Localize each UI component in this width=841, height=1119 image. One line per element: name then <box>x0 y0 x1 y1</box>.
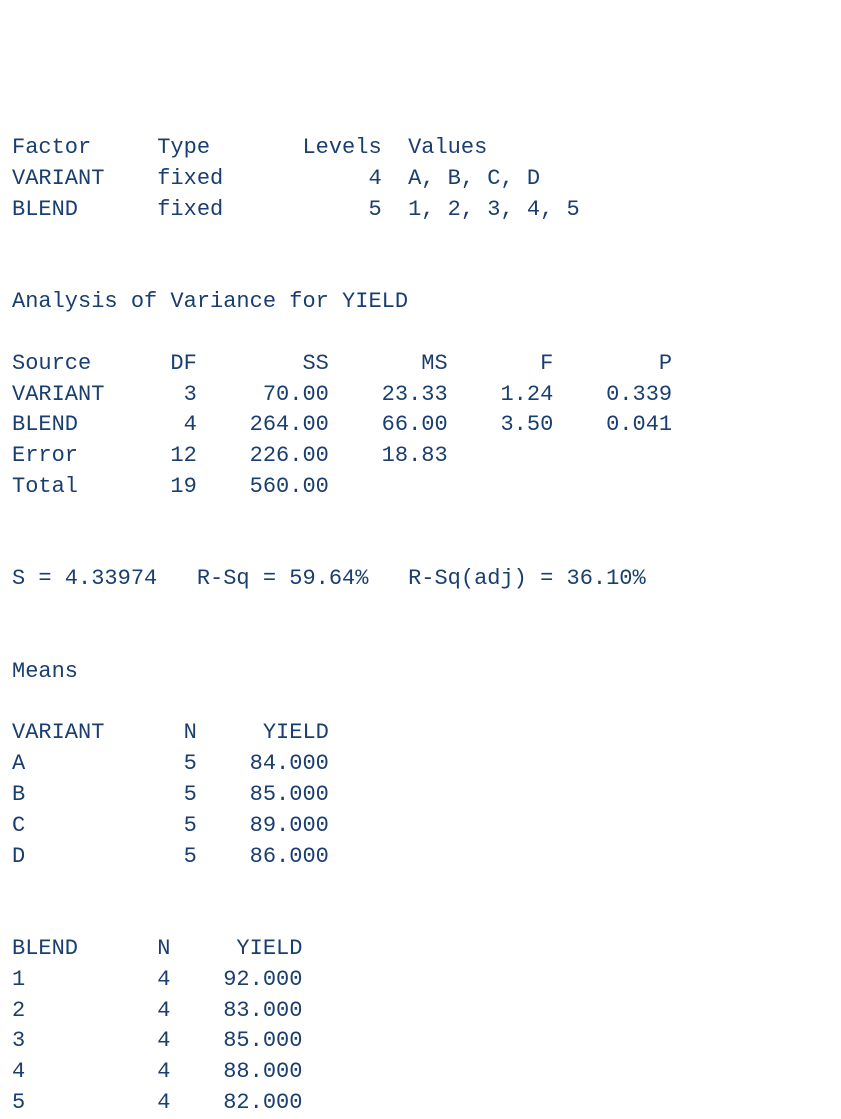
means-title: Means <box>12 659 78 684</box>
summary-stats-line: S = 4.33974 R-Sq = 59.64% R-Sq(adj) = 36… <box>12 566 646 591</box>
anova-table: Source DF SS MS F P VARIANT 3 70.00 23.3… <box>12 351 672 499</box>
anova-title: Analysis of Variance for YIELD <box>12 289 408 314</box>
factor-table: Factor Type Levels Values VARIANT fixed … <box>12 135 672 222</box>
means-variant-table: VARIANT N YIELD A 5 84.000 B 5 85.000 C … <box>12 720 329 868</box>
means-blend-table: BLEND N YIELD 1 4 92.000 2 4 83.000 3 4 … <box>12 936 302 1115</box>
